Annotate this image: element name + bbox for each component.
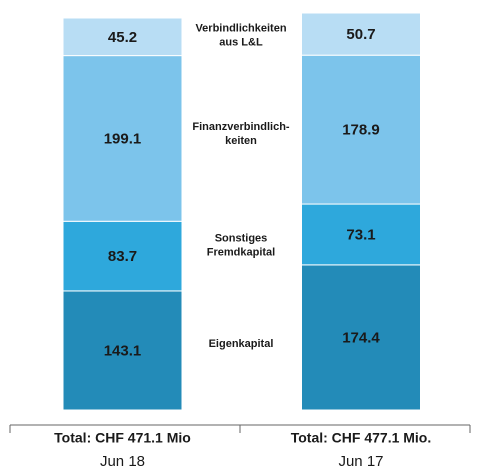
value-label: 199.1 [104, 130, 142, 147]
value-label: 174.4 [342, 329, 380, 346]
x-tick-label: Jun 18 [100, 453, 145, 470]
series-label: Verbindlichkeiten aus L&L [195, 22, 286, 48]
series-label-line: Finanzverbindlich- [192, 121, 290, 133]
bar-segment [301, 203, 421, 266]
bar-segment [301, 264, 421, 411]
total-label: Total: CHF 471.1 Mio [54, 430, 191, 446]
value-label: 45.2 [108, 29, 137, 46]
series-label: Sonstiges Fremdkapital [207, 232, 275, 258]
bar-segment [62, 220, 183, 292]
total-label: Total: CHF 477.1 Mio. [291, 430, 432, 446]
series-label-line: Eigenkapital [209, 338, 274, 350]
value-label: 73.1 [346, 226, 375, 243]
value-label: 50.7 [346, 26, 375, 43]
series-label-line: keiten [225, 135, 257, 147]
series-label: Finanzverbindlich-keiten [192, 121, 290, 147]
series-label-line: Fremdkapital [207, 246, 275, 258]
value-label: 143.1 [104, 342, 142, 359]
bar-segment [62, 17, 183, 57]
bar-segment [301, 54, 421, 205]
bar-segment [62, 55, 183, 222]
series-label-line: Verbindlichkeiten [195, 22, 286, 34]
value-label: 178.9 [342, 122, 380, 139]
series-label: Eigenkapital [209, 338, 274, 350]
bar-segment [62, 290, 183, 411]
bar-segment [301, 12, 421, 56]
value-label: 83.7 [108, 248, 137, 265]
series-label-line: Sonstiges [215, 232, 268, 244]
series-label-line: aus L&L [219, 36, 263, 48]
x-tick-label: Jun 17 [338, 453, 383, 470]
